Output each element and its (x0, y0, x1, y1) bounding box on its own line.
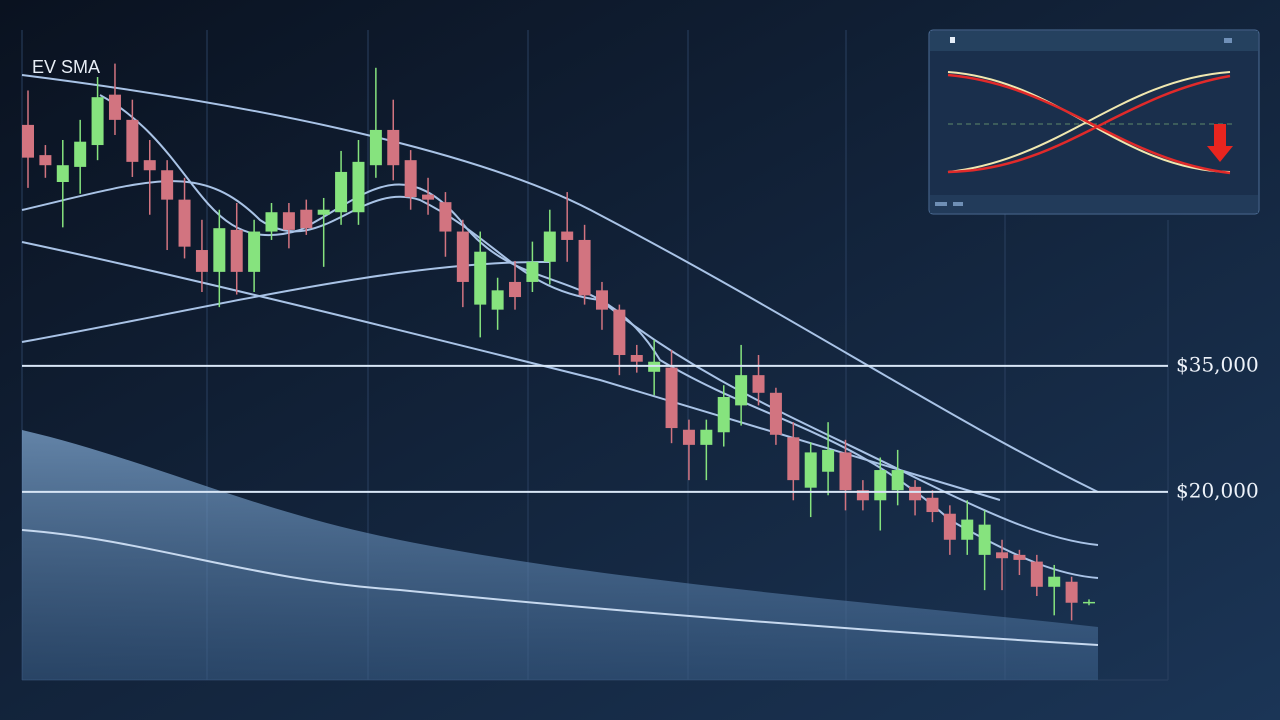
candle-body (1048, 576, 1061, 587)
candle-body (822, 449, 835, 472)
candle-body (874, 470, 887, 501)
candle-body (195, 250, 208, 272)
candle-body (161, 170, 174, 200)
candle-body (108, 94, 121, 120)
candle-body (700, 429, 713, 445)
candle-body (282, 212, 295, 230)
candle-body (943, 513, 956, 540)
candle-body (909, 486, 922, 501)
candle-body (143, 160, 156, 171)
candle-body (56, 165, 69, 183)
candle-body (404, 160, 417, 198)
candle-body (804, 452, 817, 488)
candle-body (1013, 554, 1026, 560)
candle-body (769, 392, 782, 435)
candle-body (300, 209, 313, 229)
candle-body (752, 375, 765, 393)
candle-body (526, 261, 539, 282)
candle-body (630, 355, 643, 362)
y-tick-label: $35,000 (1176, 352, 1259, 376)
candle-body (335, 171, 348, 213)
candle-body (1030, 561, 1043, 587)
candle-body (891, 470, 904, 491)
candle-body (369, 129, 382, 166)
candle-body (91, 97, 104, 146)
candle-body (561, 231, 574, 240)
candle-body (613, 309, 626, 355)
band-line (21, 529, 1099, 646)
candle-body (39, 155, 52, 166)
candle-body (787, 437, 800, 481)
candle-body (352, 161, 365, 213)
candle-body (178, 199, 191, 247)
candle-body (735, 375, 748, 406)
candle-body (317, 209, 330, 215)
candle-body (839, 452, 852, 491)
candle-body (439, 202, 452, 232)
candle-body (248, 231, 261, 272)
candle-body (491, 290, 504, 310)
candle-body (265, 212, 278, 232)
volume-band (22, 430, 1098, 680)
candle-body (74, 141, 87, 167)
candle-body (474, 251, 487, 305)
candle-body (926, 497, 939, 513)
candle-body (578, 239, 591, 296)
candle-body (543, 231, 556, 262)
candle-body (1083, 601, 1095, 604)
candle-body (22, 124, 34, 158)
candle-body (961, 519, 974, 540)
candle-body (978, 524, 991, 555)
candle-body (595, 290, 608, 310)
candle-body (682, 429, 695, 445)
inset-panel (928, 29, 1260, 215)
candle-body (856, 490, 869, 501)
candle-body (456, 231, 469, 282)
candle-body (126, 119, 139, 162)
candle-body (665, 367, 678, 429)
candle-body (422, 194, 435, 200)
candle-body (213, 228, 226, 272)
candle-body (387, 129, 400, 166)
chart-title: EV SMA (32, 57, 100, 77)
y-tick-label: $20,000 (1176, 478, 1259, 502)
candle-body (509, 281, 522, 298)
candle-body (1065, 581, 1078, 603)
candle-body (996, 552, 1009, 559)
candle-body (230, 229, 243, 272)
candle-body (717, 396, 730, 433)
